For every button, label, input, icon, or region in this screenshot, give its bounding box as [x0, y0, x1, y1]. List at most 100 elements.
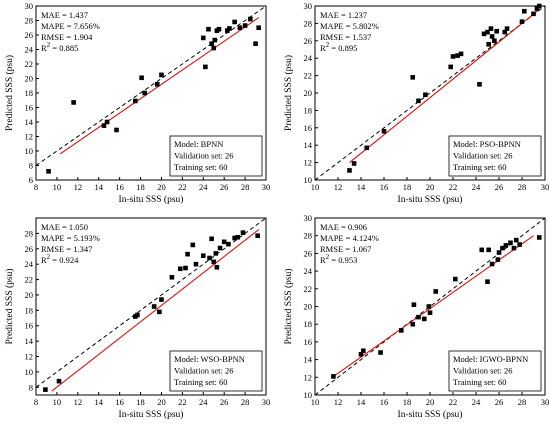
x-tick-label: 24 [472, 397, 481, 407]
x-tick-label: 8 [34, 397, 38, 407]
y-tick-label: 30 [304, 213, 313, 223]
data-point [104, 119, 110, 125]
legend-model: Model: IGWO-BPNN [453, 354, 528, 364]
y-tick-label: 16 [25, 321, 34, 331]
stat-r2-value: 0.895 [338, 43, 357, 53]
x-tick-label: 28 [241, 182, 250, 192]
x-tick-label: 14 [357, 397, 366, 407]
panel-xlabel: In-situ SSS (psu) [119, 194, 184, 205]
panel-ylabel: Predicted SSS (psu) [4, 269, 15, 345]
stat-mae: MAE = 0.906 [320, 222, 367, 232]
data-point [193, 261, 199, 267]
data-point [517, 242, 522, 247]
y-tick-label: 28 [25, 228, 34, 238]
x-tick-label: 14 [94, 182, 103, 192]
data-point [410, 321, 416, 327]
data-point [496, 250, 502, 255]
x-tick-label: 16 [115, 182, 124, 192]
data-point [331, 374, 336, 379]
y-tick-label: 22 [25, 275, 34, 285]
stat-r2: R2 = 0.953 [320, 253, 357, 265]
data-point [185, 251, 190, 257]
data-point [255, 233, 260, 238]
data-point [151, 304, 157, 309]
reference-line-1to1 [315, 6, 545, 180]
data-point [142, 90, 148, 96]
legend-box [169, 350, 263, 392]
legend-training: Training set: 60 [174, 377, 228, 387]
legend-box [448, 350, 542, 392]
legend-training: Training set: 60 [453, 377, 507, 387]
data-point [450, 54, 456, 59]
x-tick-label: 20 [426, 397, 435, 407]
panel-xlabel: In-situ SSS (psu) [119, 409, 184, 420]
data-point [426, 304, 432, 309]
x-tick-label: 16 [380, 182, 389, 192]
panel-wso-bpnn: Predicted SSS (psu) In-situ SSS (psu) MA… [4, 217, 270, 420]
data-point [46, 169, 51, 174]
data-point [71, 100, 76, 105]
y-tick-label: 18 [25, 88, 34, 98]
y-tick-label: 12 [25, 352, 34, 362]
y-tick-label: 22 [25, 59, 34, 69]
x-tick-label: 10 [53, 182, 62, 192]
legend-model: Model: WSO-BPNN [174, 354, 245, 364]
stat-rmse: RMSE = 1.347 [41, 244, 92, 254]
y-tick-label: 20 [25, 290, 34, 300]
legend-validation: Validation set: 26 [174, 366, 234, 376]
fit-line [349, 9, 540, 164]
data-point [500, 245, 505, 251]
x-tick-label: 18 [136, 182, 145, 192]
y-tick-label: 30 [25, 1, 34, 11]
y-tick-label: 8 [29, 161, 33, 171]
data-point [536, 235, 542, 240]
data-point [488, 26, 494, 31]
x-tick-label: 30 [541, 182, 550, 192]
y-tick-label: 12 [304, 372, 313, 382]
data-point [486, 247, 491, 253]
data-point [159, 297, 164, 302]
data-point [43, 387, 48, 392]
data-point [214, 264, 220, 270]
data-point [358, 351, 364, 357]
data-point [504, 26, 510, 31]
x-tick-label: 26 [220, 182, 229, 192]
data-point [240, 230, 246, 235]
data-point [378, 350, 383, 355]
y-tick-label: 20 [304, 88, 313, 98]
y-tick-label: 26 [25, 30, 34, 40]
panel-xlabel: In-situ SSS (psu) [398, 409, 463, 420]
data-point [522, 8, 527, 14]
x-tick-label: 26 [495, 397, 504, 407]
x-tick-label: 10 [311, 397, 320, 407]
x-tick-label: 22 [178, 182, 187, 192]
data-point [227, 26, 232, 31]
data-point [183, 265, 188, 271]
data-point [135, 312, 140, 318]
y-tick-label: 24 [304, 266, 313, 276]
x-tick-label: 30 [541, 397, 550, 407]
y-tick-label: 28 [25, 16, 34, 26]
stat-r2: R2 = 0.895 [320, 41, 357, 53]
data-point [495, 257, 501, 262]
legend-validation: Validation set: 26 [453, 366, 513, 376]
data-point [519, 19, 525, 24]
panel-ylabel: Predicted SSS (psu) [283, 55, 294, 131]
x-tick-label: 12 [74, 397, 83, 407]
data-point [133, 98, 138, 104]
y-tick-label: 14 [25, 117, 34, 127]
data-point [154, 82, 160, 87]
x-tick-label: 20 [157, 182, 166, 192]
stat-rmse: RMSE = 1.537 [320, 32, 371, 42]
data-point [211, 45, 217, 51]
data-point [485, 279, 490, 285]
y-tick-label: 18 [25, 305, 34, 315]
x-tick-label: 30 [262, 182, 271, 192]
legend-training: Training set: 60 [174, 162, 228, 172]
legend-model: Model: PSO-BPNN [453, 139, 521, 149]
data-point [479, 247, 485, 253]
x-tick-label: 12 [334, 397, 343, 407]
data-point [453, 276, 458, 282]
y-tick-label: 14 [304, 140, 313, 150]
y-tick-label: 16 [304, 337, 313, 347]
